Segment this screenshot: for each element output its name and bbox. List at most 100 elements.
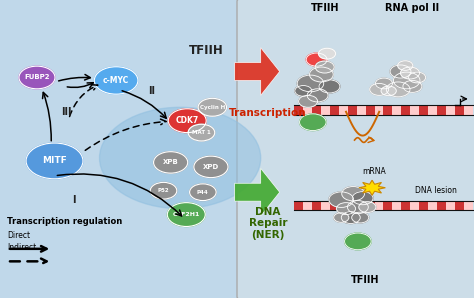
Circle shape — [337, 203, 356, 215]
Circle shape — [370, 83, 389, 95]
Circle shape — [198, 98, 227, 116]
Circle shape — [100, 107, 261, 209]
Text: TFIIH: TFIIH — [189, 44, 224, 57]
Polygon shape — [235, 168, 280, 216]
FancyBboxPatch shape — [401, 201, 410, 210]
Text: I: I — [72, 195, 75, 205]
Circle shape — [359, 202, 376, 212]
FancyBboxPatch shape — [455, 201, 464, 210]
FancyBboxPatch shape — [365, 105, 374, 115]
FancyBboxPatch shape — [303, 105, 312, 115]
FancyBboxPatch shape — [446, 105, 455, 115]
FancyBboxPatch shape — [464, 201, 473, 210]
Circle shape — [188, 124, 215, 141]
Circle shape — [375, 78, 392, 89]
Circle shape — [381, 86, 396, 96]
Text: TFIIH: TFIIH — [351, 274, 379, 285]
FancyBboxPatch shape — [401, 105, 410, 115]
FancyBboxPatch shape — [237, 0, 474, 298]
Text: DNA
Repair
(NER): DNA Repair (NER) — [248, 207, 287, 240]
Circle shape — [401, 67, 419, 79]
FancyBboxPatch shape — [392, 105, 401, 115]
Polygon shape — [235, 48, 280, 95]
Circle shape — [190, 184, 216, 201]
FancyBboxPatch shape — [410, 201, 419, 210]
Circle shape — [352, 212, 369, 223]
FancyBboxPatch shape — [321, 105, 330, 115]
FancyBboxPatch shape — [338, 105, 347, 115]
FancyBboxPatch shape — [464, 105, 473, 115]
Text: RNA pol II: RNA pol II — [385, 3, 439, 13]
FancyBboxPatch shape — [312, 201, 321, 210]
FancyBboxPatch shape — [446, 201, 455, 210]
Circle shape — [299, 95, 318, 107]
Text: DNA lesion: DNA lesion — [415, 186, 456, 195]
Circle shape — [168, 109, 206, 133]
FancyBboxPatch shape — [383, 201, 392, 210]
Text: c-MYC: c-MYC — [103, 76, 129, 85]
Circle shape — [398, 61, 413, 70]
Circle shape — [341, 212, 360, 224]
Circle shape — [386, 82, 410, 97]
FancyBboxPatch shape — [330, 201, 338, 210]
FancyBboxPatch shape — [0, 0, 242, 298]
Circle shape — [393, 72, 420, 89]
FancyBboxPatch shape — [294, 105, 303, 115]
Circle shape — [297, 75, 324, 92]
Text: Transcription regulation: Transcription regulation — [7, 218, 122, 226]
FancyBboxPatch shape — [365, 201, 374, 210]
FancyBboxPatch shape — [428, 105, 437, 115]
Text: III: III — [61, 107, 72, 117]
Circle shape — [347, 201, 368, 214]
Circle shape — [194, 156, 228, 178]
FancyBboxPatch shape — [303, 201, 312, 210]
FancyBboxPatch shape — [374, 105, 383, 115]
Circle shape — [329, 192, 354, 207]
Circle shape — [295, 86, 312, 96]
FancyBboxPatch shape — [330, 105, 338, 115]
Text: TFIIH: TFIIH — [310, 3, 339, 13]
Text: MAT 1: MAT 1 — [192, 130, 211, 135]
Circle shape — [306, 53, 327, 66]
Circle shape — [345, 233, 371, 250]
FancyBboxPatch shape — [321, 201, 330, 210]
FancyBboxPatch shape — [338, 201, 347, 210]
Polygon shape — [359, 180, 385, 195]
Circle shape — [307, 89, 328, 102]
FancyBboxPatch shape — [347, 201, 356, 210]
Circle shape — [19, 66, 55, 89]
Circle shape — [334, 213, 349, 222]
Circle shape — [319, 48, 336, 59]
Text: CDK7: CDK7 — [175, 116, 199, 125]
FancyBboxPatch shape — [419, 105, 428, 115]
Circle shape — [94, 67, 138, 94]
Text: FUBP2: FUBP2 — [24, 74, 50, 80]
FancyBboxPatch shape — [410, 105, 419, 115]
Text: II: II — [148, 86, 155, 96]
Circle shape — [154, 152, 188, 173]
Text: Indirect: Indirect — [7, 243, 36, 252]
Circle shape — [310, 67, 333, 82]
Circle shape — [390, 65, 411, 78]
FancyBboxPatch shape — [294, 201, 303, 210]
Circle shape — [342, 187, 365, 201]
FancyBboxPatch shape — [419, 201, 428, 210]
Text: XPD: XPD — [203, 164, 219, 170]
FancyBboxPatch shape — [374, 201, 383, 210]
FancyBboxPatch shape — [383, 105, 392, 115]
Text: Transcription: Transcription — [229, 108, 307, 118]
Text: P44: P44 — [197, 190, 209, 195]
FancyBboxPatch shape — [312, 105, 321, 115]
Text: Direct: Direct — [7, 231, 30, 240]
Circle shape — [167, 203, 205, 226]
FancyBboxPatch shape — [437, 105, 446, 115]
Text: P52: P52 — [158, 188, 169, 193]
FancyBboxPatch shape — [356, 105, 365, 115]
FancyBboxPatch shape — [428, 201, 437, 210]
Text: GTF2H1: GTF2H1 — [173, 212, 200, 217]
FancyBboxPatch shape — [437, 201, 446, 210]
Text: Cyclin H: Cyclin H — [200, 105, 225, 110]
FancyBboxPatch shape — [347, 105, 356, 115]
FancyBboxPatch shape — [392, 201, 401, 210]
Text: XPB: XPB — [163, 159, 179, 165]
